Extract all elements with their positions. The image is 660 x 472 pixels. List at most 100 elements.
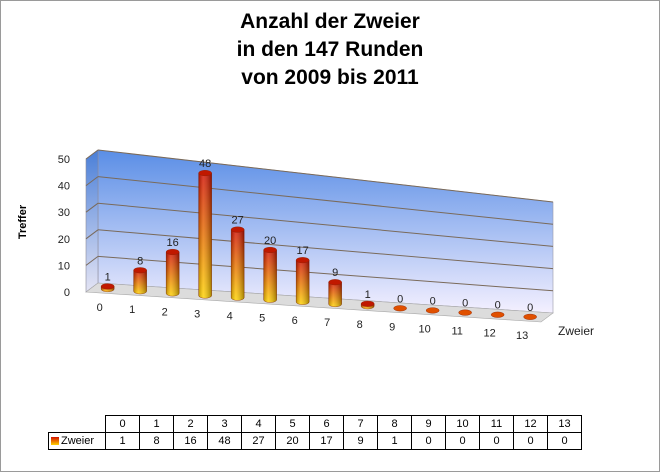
table-cell: 0	[479, 432, 514, 450]
bar	[425, 307, 440, 314]
bar	[263, 246, 277, 303]
bar-top	[458, 309, 472, 316]
gridline-side	[85, 229, 99, 240]
y-tick-label: 0	[64, 287, 70, 299]
table-header-cell: 3	[207, 415, 242, 433]
table-corner	[49, 416, 106, 433]
bar-top	[165, 249, 180, 256]
table-header-cell: 4	[241, 415, 276, 433]
gridline	[97, 229, 554, 270]
bar-top	[133, 267, 147, 274]
data-label: 0	[495, 300, 501, 312]
table-header-cell: 13	[547, 415, 582, 433]
data-table: 0 1 2 3 4 5 6 7 8 9 10 11 12 13 Zweier 1 8 16 48 27 20 17 9 1 0 0…	[48, 415, 582, 450]
gridline-side	[85, 149, 99, 160]
table-header-cell: 6	[309, 415, 344, 433]
bar-top	[295, 257, 310, 264]
table-header-cell: 8	[377, 415, 412, 433]
bar-top	[360, 300, 375, 307]
bar-top	[425, 307, 440, 314]
chart-title-line-3: von 2009 bis 2011	[241, 66, 419, 89]
bar	[295, 257, 310, 305]
x-axis: Zweier 0 1 2 3 4 5 6 7 8 9 10 11 12 13	[97, 302, 594, 342]
table-cell: 0	[445, 432, 480, 450]
table-header-row: 0 1 2 3 4 5 6 7 8 9 10 11 12 13	[49, 415, 582, 433]
bar	[458, 309, 472, 316]
bar-top	[490, 311, 505, 318]
table-cell: 16	[173, 432, 208, 450]
y-tick-label: 50	[58, 154, 70, 166]
chart-title-line-1: Anzahl der Zweier	[240, 10, 420, 33]
table-cell: 0	[513, 432, 548, 450]
table-header-cell: 10	[445, 415, 480, 433]
bar-top	[100, 283, 115, 290]
data-label: 0	[397, 293, 403, 305]
y-axis-label: Treffer	[17, 204, 29, 239]
bar-top	[230, 226, 245, 233]
x-tick-label: 5	[259, 313, 265, 325]
data-label: 0	[430, 295, 436, 307]
data-label: 20	[264, 235, 276, 247]
gridline	[97, 202, 554, 247]
y-tick-label: 30	[58, 207, 70, 219]
data-label: 1	[365, 289, 371, 301]
bar-top	[393, 305, 407, 312]
bar	[198, 170, 212, 299]
x-tick-label: 6	[292, 315, 298, 327]
table-header-cell: 5	[275, 415, 310, 433]
bar-top	[198, 170, 212, 177]
chart-title-line-2: in den 147 Runden	[236, 38, 424, 61]
table-row-label: Zweier	[48, 432, 106, 450]
y-tick-label: 40	[58, 181, 70, 193]
bar-top	[263, 246, 277, 253]
table-cell: 48	[207, 432, 242, 450]
legend-swatch-icon	[51, 437, 59, 446]
bar	[523, 313, 537, 320]
x-tick-label: 1	[129, 304, 135, 316]
x-tick-label: 4	[227, 311, 233, 323]
table-header-cell: 7	[343, 415, 378, 433]
x-axis-label: Zweier	[558, 324, 594, 338]
table-cell: 20	[275, 432, 310, 450]
y-tick-label: 10	[58, 260, 70, 272]
x-tick-label: 0	[97, 302, 103, 314]
gridline-side	[85, 255, 99, 266]
bar	[393, 305, 407, 312]
x-tick-label: 11	[451, 326, 462, 338]
data-label: 48	[199, 158, 211, 170]
bar	[328, 279, 342, 308]
data-label: 27	[232, 215, 244, 227]
bar	[360, 300, 375, 310]
x-tick-label: 2	[162, 306, 168, 318]
x-tick-label: 7	[324, 317, 330, 329]
table-header-cell: 1	[139, 415, 174, 433]
gridline-side	[85, 202, 99, 213]
table-header-cell: 0	[105, 415, 140, 433]
bar	[100, 283, 115, 293]
side-wall	[85, 149, 99, 293]
y-axis: Treffer 0 10 20 30 40 50	[17, 154, 70, 299]
table-cell: 8	[139, 432, 174, 450]
table-header-cell: 2	[173, 415, 208, 433]
data-label: 0	[462, 298, 468, 310]
data-label: 0	[527, 302, 533, 314]
bar	[230, 226, 245, 301]
table-header-cell: 9	[411, 415, 446, 433]
gridline	[97, 149, 554, 203]
data-label: 17	[297, 245, 309, 257]
x-tick-label: 9	[389, 321, 395, 333]
series-name: Zweier	[61, 435, 95, 447]
gridline-side	[85, 176, 99, 187]
x-tick-label: 3	[194, 308, 200, 320]
data-label: 8	[137, 255, 143, 267]
x-tick-label: 13	[516, 330, 528, 342]
x-tick-label: 10	[419, 323, 431, 335]
bar	[133, 267, 147, 295]
table-cell: 1	[105, 432, 140, 450]
data-label: 16	[167, 237, 179, 249]
table-header-cell: 11	[479, 415, 514, 433]
table-cell: 0	[547, 432, 582, 450]
bar-top	[328, 279, 342, 286]
